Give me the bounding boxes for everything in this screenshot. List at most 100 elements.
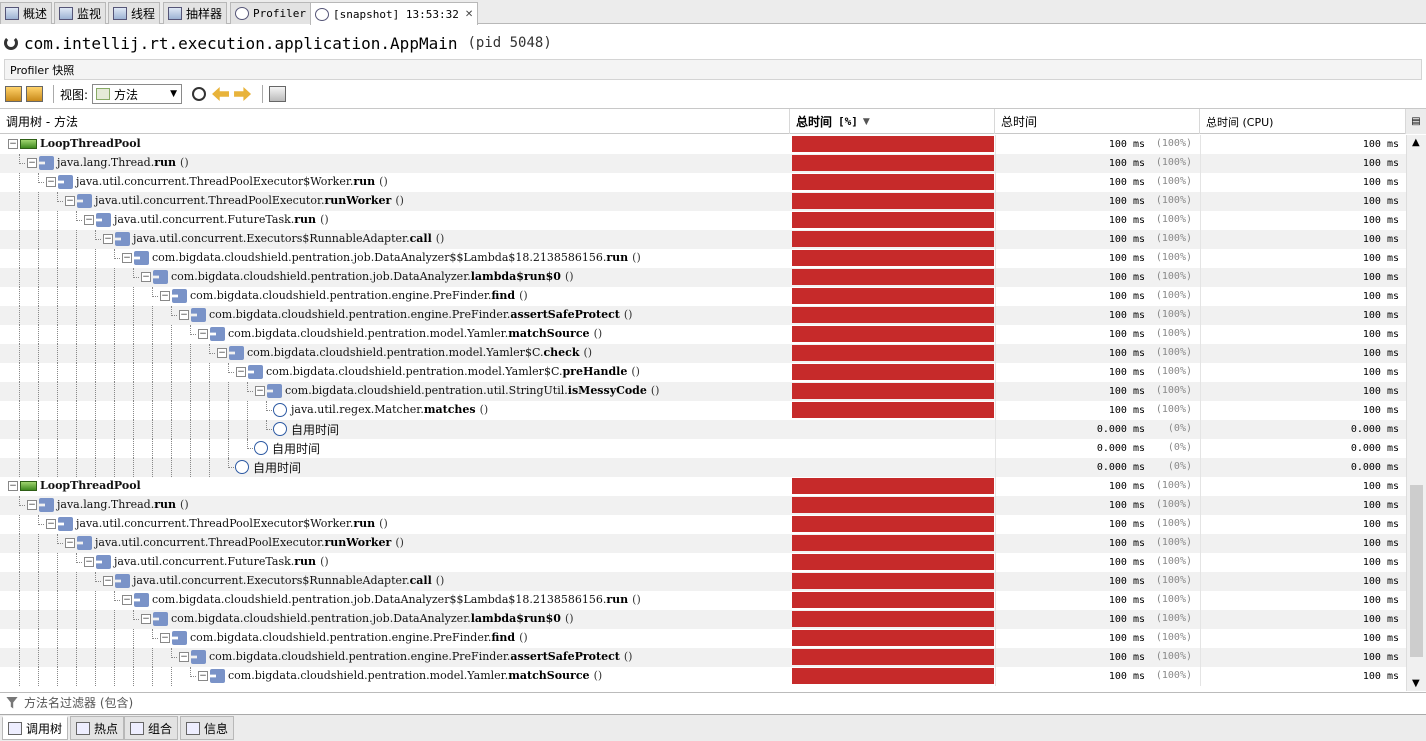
collapse-toggle-icon[interactable]: −: [198, 671, 208, 681]
collapse-toggle-icon[interactable]: −: [65, 538, 75, 548]
collapse-toggle-icon[interactable]: −: [122, 595, 132, 605]
table-row[interactable]: − LoopThreadPool 100 ms (100%) 100 ms: [0, 135, 1406, 154]
view-select[interactable]: 方法 ▼: [92, 84, 183, 104]
collapse-toggle-icon[interactable]: −: [255, 386, 265, 396]
search-icon[interactable]: [192, 87, 207, 101]
tree-guide-line: [19, 249, 20, 268]
scrollbar-thumb[interactable]: [1410, 485, 1423, 657]
method-args: (): [320, 213, 329, 226]
export-snapshot-icon[interactable]: [26, 86, 43, 102]
tree-guide-line: [114, 401, 115, 420]
column-header-total-time[interactable]: 总时间: [995, 109, 1200, 134]
collapse-toggle-icon[interactable]: −: [84, 215, 94, 225]
hotspots-icon: [76, 721, 90, 735]
table-row[interactable]: − java.util.concurrent.Executors$Runnable…: [0, 230, 1406, 249]
total-time-bar-cell: [792, 136, 994, 152]
collapse-toggle-icon[interactable]: −: [46, 177, 56, 187]
table-row[interactable]: − java.lang.Thread.run() 100 ms (100%) 100 m…: [0, 496, 1406, 515]
table-row[interactable]: − com.bigdata.cloudshield.pentration.util…: [0, 382, 1406, 401]
table-row[interactable]: − com.bigdata.cloudshield.pentration.job.…: [0, 610, 1406, 629]
collapse-toggle-icon[interactable]: −: [65, 196, 75, 206]
collapse-toggle-icon[interactable]: −: [236, 367, 246, 377]
filter-input[interactable]: 方法名过滤器 (包含): [24, 696, 134, 710]
bottom-tab-2[interactable]: 组合: [124, 716, 179, 740]
collapse-toggle-icon[interactable]: −: [27, 500, 37, 510]
save-snapshot-icon[interactable]: [5, 86, 22, 102]
table-row[interactable]: java.util.regex.Matcher.matches() 100 ms (…: [0, 401, 1406, 420]
collapse-toggle-icon[interactable]: −: [141, 272, 151, 282]
collapse-toggle-icon[interactable]: −: [103, 234, 113, 244]
total-time-bar-cell: [792, 212, 994, 228]
collapse-toggle-icon[interactable]: −: [103, 576, 113, 586]
tab-3[interactable]: 抽样器: [163, 2, 228, 24]
table-row[interactable]: − com.bigdata.cloudshield.pentration.job.…: [0, 591, 1406, 610]
table-row[interactable]: − java.util.concurrent.FutureTask.run() 10…: [0, 211, 1406, 230]
table-row[interactable]: 自用时间 0.000 ms (0%) 0.000 ms: [0, 458, 1406, 477]
table-row[interactable]: − java.util.concurrent.ThreadPoolExecutor…: [0, 173, 1406, 192]
bottom-tab-1[interactable]: 热点: [70, 716, 125, 740]
collapse-toggle-icon[interactable]: −: [160, 633, 170, 643]
method-filter-bar[interactable]: 方法名过滤器 (包含): [0, 692, 1426, 712]
tree-guide-line: [38, 173, 39, 183]
find-previous-icon[interactable]: [212, 87, 230, 101]
collapse-toggle-icon[interactable]: −: [179, 652, 189, 662]
bottom-tab-3[interactable]: 信息: [180, 716, 235, 740]
table-row[interactable]: − com.bigdata.cloudshield.pentration.engi…: [0, 629, 1406, 648]
tab-1[interactable]: 监视: [54, 2, 107, 24]
method-name: assertSafeProtect: [510, 650, 620, 663]
tab-5[interactable]: [snapshot] 13:53:32 ✕: [310, 2, 479, 25]
table-row[interactable]: − LoopThreadPool 100 ms (100%) 100 ms: [0, 477, 1406, 496]
tab-0[interactable]: 概述: [0, 2, 53, 24]
table-row[interactable]: − com.bigdata.cloudshield.pentration.mode…: [0, 363, 1406, 382]
table-row[interactable]: 自用时间 0.000 ms (0%) 0.000 ms: [0, 439, 1406, 458]
collapse-toggle-icon[interactable]: −: [217, 348, 227, 358]
scroll-down-icon[interactable]: ▼: [1412, 678, 1420, 689]
vertical-scrollbar[interactable]: ▲ ▼: [1406, 135, 1426, 691]
tree-guide-line: [38, 182, 44, 183]
find-next-icon[interactable]: [234, 87, 252, 101]
collapse-toggle-icon[interactable]: −: [8, 139, 18, 149]
table-row[interactable]: − com.bigdata.cloudshield.pentration.mode…: [0, 667, 1406, 686]
table-row[interactable]: − java.util.concurrent.ThreadPoolExecutor…: [0, 515, 1406, 534]
table-row[interactable]: − com.bigdata.cloudshield.pentration.engi…: [0, 287, 1406, 306]
tree-guide-line: [95, 363, 96, 382]
table-row[interactable]: − com.bigdata.cloudshield.pentration.job.…: [0, 268, 1406, 287]
table-row[interactable]: − java.util.concurrent.ThreadPoolExecutor…: [0, 192, 1406, 211]
table-row[interactable]: − com.bigdata.cloudshield.pentration.job.…: [0, 249, 1406, 268]
snapshot-info-icon[interactable]: [269, 86, 287, 102]
tab-2[interactable]: 线程: [108, 2, 161, 24]
table-row[interactable]: 自用时间 0.000 ms (0%) 0.000 ms: [0, 420, 1406, 439]
table-row[interactable]: − java.util.concurrent.ThreadPoolExecutor…: [0, 534, 1406, 553]
tree-guide-line: [76, 458, 77, 477]
collapse-toggle-icon[interactable]: −: [27, 158, 37, 168]
tab-4[interactable]: Profiler: [230, 2, 311, 24]
collapse-toggle-icon[interactable]: −: [84, 557, 94, 567]
table-row[interactable]: − com.bigdata.cloudshield.pentration.mode…: [0, 344, 1406, 363]
bottom-tab-label: 组合: [148, 721, 173, 736]
total-time-bar-cell: [792, 573, 994, 589]
column-header-call-tree[interactable]: 调用树 - 方法: [0, 109, 790, 134]
bottom-tab-0[interactable]: 调用树: [2, 716, 69, 740]
collapse-toggle-icon[interactable]: −: [46, 519, 56, 529]
table-row[interactable]: − java.util.concurrent.Executors$Runnable…: [0, 572, 1406, 591]
close-icon[interactable]: ✕: [464, 8, 474, 20]
collapse-toggle-icon[interactable]: −: [198, 329, 208, 339]
scroll-up-icon[interactable]: ▲: [1412, 137, 1420, 148]
column-chooser-icon[interactable]: ▤: [1406, 109, 1426, 134]
method-name: run: [606, 251, 629, 264]
collapse-toggle-icon[interactable]: −: [179, 310, 189, 320]
column-header-total-time-cpu[interactable]: 总时间 (CPU): [1200, 109, 1406, 134]
collapse-toggle-icon[interactable]: −: [160, 291, 170, 301]
collapse-toggle-icon[interactable]: −: [141, 614, 151, 624]
table-row[interactable]: − com.bigdata.cloudshield.pentration.engi…: [0, 648, 1406, 667]
table-row[interactable]: − java.util.concurrent.FutureTask.run() 10…: [0, 553, 1406, 572]
column-header-total-time-percent[interactable]: 总时间 [%] ▼: [790, 109, 995, 134]
table-row[interactable]: − com.bigdata.cloudshield.pentration.mode…: [0, 325, 1406, 344]
column-title: 总时间: [1001, 115, 1038, 129]
collapse-toggle-icon[interactable]: −: [8, 481, 18, 491]
total-time-bar: [792, 478, 994, 494]
method-icon: [39, 498, 54, 512]
table-row[interactable]: − com.bigdata.cloudshield.pentration.engi…: [0, 306, 1406, 325]
table-row[interactable]: − java.lang.Thread.run() 100 ms (100%) 100 m…: [0, 154, 1406, 173]
collapse-toggle-icon[interactable]: −: [122, 253, 132, 263]
